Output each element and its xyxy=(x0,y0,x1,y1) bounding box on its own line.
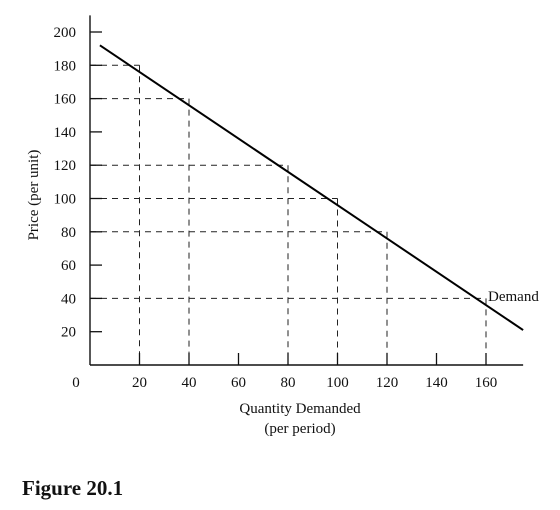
series-layer: Demand xyxy=(99,44,539,331)
x-tick-label: 20 xyxy=(132,375,147,391)
x-tick-label: 100 xyxy=(326,375,349,391)
demand-chart: 20 40 60 80 100 120 140 160 180 200 20 40 60 80 100 120… xyxy=(26,15,539,437)
y-tick-label: 60 xyxy=(61,258,76,274)
x-tick-label: 120 xyxy=(376,375,399,391)
x-tick-label: 40 xyxy=(182,375,197,391)
x-tick-label: 80 xyxy=(281,375,296,391)
y-tick-label: 160 xyxy=(54,92,77,108)
demand-line xyxy=(99,44,524,331)
y-tick-label: 200 xyxy=(54,25,77,41)
y-tick-label: 140 xyxy=(54,125,77,141)
y-tick-label: 40 xyxy=(61,291,76,307)
y-tick-label: 120 xyxy=(54,158,77,174)
x-tick-label: 60 xyxy=(231,375,246,391)
y-axis-label: Price (per unit) xyxy=(26,150,42,241)
series-label-demand: Demand xyxy=(488,289,539,305)
y-tick-label: 180 xyxy=(54,58,77,74)
reference-lines xyxy=(90,64,487,365)
figure-caption: Figure 20.1 xyxy=(22,476,124,500)
origin-label: 0 xyxy=(72,375,80,391)
axes xyxy=(89,15,524,366)
ticks: 20 40 60 80 100 120 140 160 180 200 20 40 60 80 100 120… xyxy=(54,25,498,391)
x-tick-label: 160 xyxy=(475,375,498,391)
chart-labels: Quantity Demanded (per period) Price (per … xyxy=(26,150,361,437)
y-tick-label: 100 xyxy=(54,192,77,208)
x-axis-label-line2: (per period) xyxy=(264,421,335,437)
y-tick-label: 20 xyxy=(61,325,76,341)
x-axis-label: Quantity Demanded xyxy=(239,401,361,417)
x-tick-label: 140 xyxy=(425,375,448,391)
y-tick-label: 80 xyxy=(61,225,76,241)
